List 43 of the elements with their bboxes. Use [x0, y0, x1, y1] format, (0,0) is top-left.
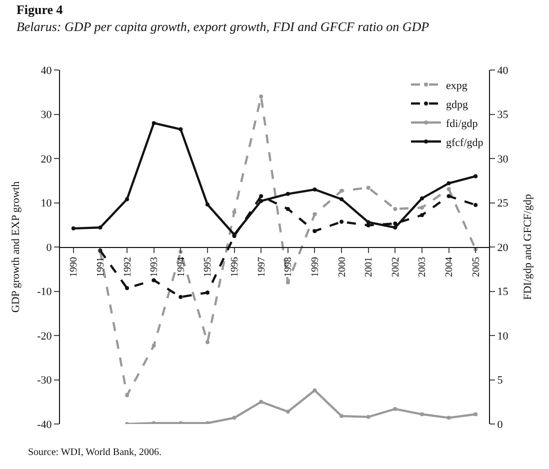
- chart-subtitle: Belarus: GDP per capita growth, export growth, FDI and GFCF ratio on GDP: [16, 18, 430, 34]
- x-tick-label: 1993: [149, 257, 160, 277]
- x-tick-label: 2000: [336, 257, 348, 277]
- chart-title: Figure 4: [16, 2, 64, 18]
- y2-tick-label: 5: [497, 374, 504, 387]
- x-tick-label: 1997: [256, 257, 268, 277]
- y-tick-label: 40: [40, 64, 52, 77]
- y-tick-label: -40: [37, 418, 52, 431]
- y2-tick-label: 10: [497, 330, 509, 342]
- legend-label: expg: [446, 80, 468, 92]
- x-tick-label: 2005: [470, 257, 482, 277]
- x-tick-label: 2003: [417, 257, 428, 277]
- y-tick-label: 10: [40, 198, 52, 210]
- y2-tick-label: 15: [497, 286, 509, 298]
- y-tick-label: 30: [40, 109, 52, 122]
- x-tick-label: 1990: [68, 257, 80, 277]
- y-tick-label: -10: [37, 286, 52, 298]
- legend-label: gdpg: [446, 98, 468, 111]
- y2-tick-label: 35: [497, 109, 509, 122]
- legend-label: fdi/gdp: [446, 118, 478, 130]
- y2-tick-label: 20: [497, 242, 509, 254]
- x-tick-label: 1992: [122, 257, 134, 277]
- x-tick-label: 2001: [364, 257, 375, 277]
- x-tick-label: 1998: [283, 257, 294, 277]
- x-tick-label: 1994: [176, 257, 187, 277]
- y-tick-label: 0: [46, 242, 52, 254]
- y2-tick-label: 0: [497, 418, 504, 431]
- x-tick-label: 1995: [202, 257, 214, 277]
- legend-label: gfcf/gdp: [446, 136, 484, 149]
- x-tick-label: 1996: [230, 257, 241, 277]
- source-note: Source: WDI, World Bank, 2006.: [28, 447, 162, 458]
- x-tick-label: 2002: [390, 257, 402, 277]
- y-axis-title: GDP growth and EXP growth: [10, 180, 22, 313]
- y-tick-label: -30: [37, 374, 52, 387]
- y2-tick-label: 30: [497, 153, 509, 166]
- y2-tick-label: 40: [497, 64, 509, 77]
- x-tick-label: 1999: [310, 257, 321, 277]
- x-tick-label: 1991: [95, 257, 106, 277]
- y-tick-label: -20: [37, 330, 52, 342]
- x-tick-label: 2004: [444, 257, 456, 277]
- y-tick-label: 20: [40, 153, 52, 166]
- y2-axis-title: FDI/gdp and GFCF/gdp: [522, 194, 534, 300]
- y2-tick-label: 25: [497, 198, 509, 210]
